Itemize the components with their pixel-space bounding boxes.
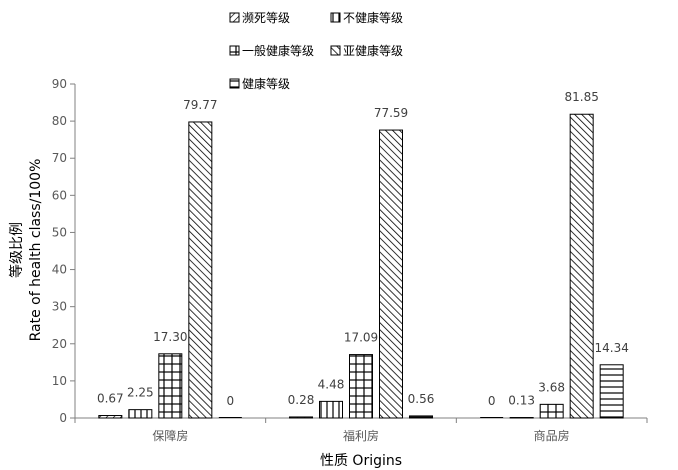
data-label: 0.13 [508,394,535,408]
data-label: 4.48 [318,377,345,391]
y-axis-title-en: Rate of health class/100% [28,159,44,342]
data-label: 2.25 [127,386,154,400]
y-tick-label: 20 [52,337,67,351]
y-axis: 0 10 20 30 40 50 60 70 80 90 [52,77,76,425]
bar [158,353,183,419]
y-axis-title-cn: 等级比例 [8,222,25,278]
x-axis-title: 性质 Origins [320,453,402,469]
bar [128,409,153,419]
data-label: 77.59 [374,106,408,120]
y-tick-label: 50 [52,225,67,239]
legend-swatch [330,45,341,56]
bar [98,415,123,419]
y-tick-label: 90 [52,77,67,91]
value-labels: 0.67 2.25 17.30 79.77 0 0.284.48 17.09 77.59 0.5… [97,90,629,408]
data-label: 17.09 [344,331,378,345]
data-label: 0.56 [408,392,435,406]
data-label: 0.28 [288,393,315,407]
legend-label: 一般健康等级 [242,43,314,58]
bar [319,400,343,419]
y-tick-label: 70 [52,151,67,165]
x-axis: 保障房 福利房 商品房 [74,417,648,443]
legend-swatch [330,12,341,23]
bar [599,364,624,419]
legend-swatch [229,45,240,56]
data-label: 3.68 [538,380,565,394]
data-label: 14.34 [594,341,628,355]
x-tick-label: 商品房 [534,428,570,443]
y-tick-label: 30 [52,300,67,314]
data-label: 79.77 [183,98,217,112]
bar [349,354,373,419]
data-label: 81.85 [564,90,598,104]
legend-label: 亚健康等级 [343,43,403,58]
y-tick-label: 10 [52,374,67,388]
x-tick-label: 保障房 [152,428,188,443]
bars [98,113,624,419]
bar [569,113,594,419]
data-label: 0 [227,394,235,408]
legend-label: 濒死等级 [242,11,290,25]
x-tick-label: 福利房 [343,428,379,443]
y-tick-label: 80 [52,114,67,128]
legend-swatch [229,78,240,89]
legend-label: 不健康等级 [343,10,403,25]
data-label: 17.30 [153,330,187,344]
bar [539,403,564,419]
data-label: 0.67 [97,392,124,406]
y-tick-label: 40 [52,263,67,277]
bar [289,416,313,419]
legend-swatch [229,12,240,23]
legend-label: 健康等级 [242,76,290,91]
y-tick-label: 0 [59,411,67,425]
data-label: 0 [488,394,496,408]
bar [409,415,433,419]
bar [379,129,403,419]
bar [188,121,213,419]
y-tick-label: 60 [52,188,67,202]
